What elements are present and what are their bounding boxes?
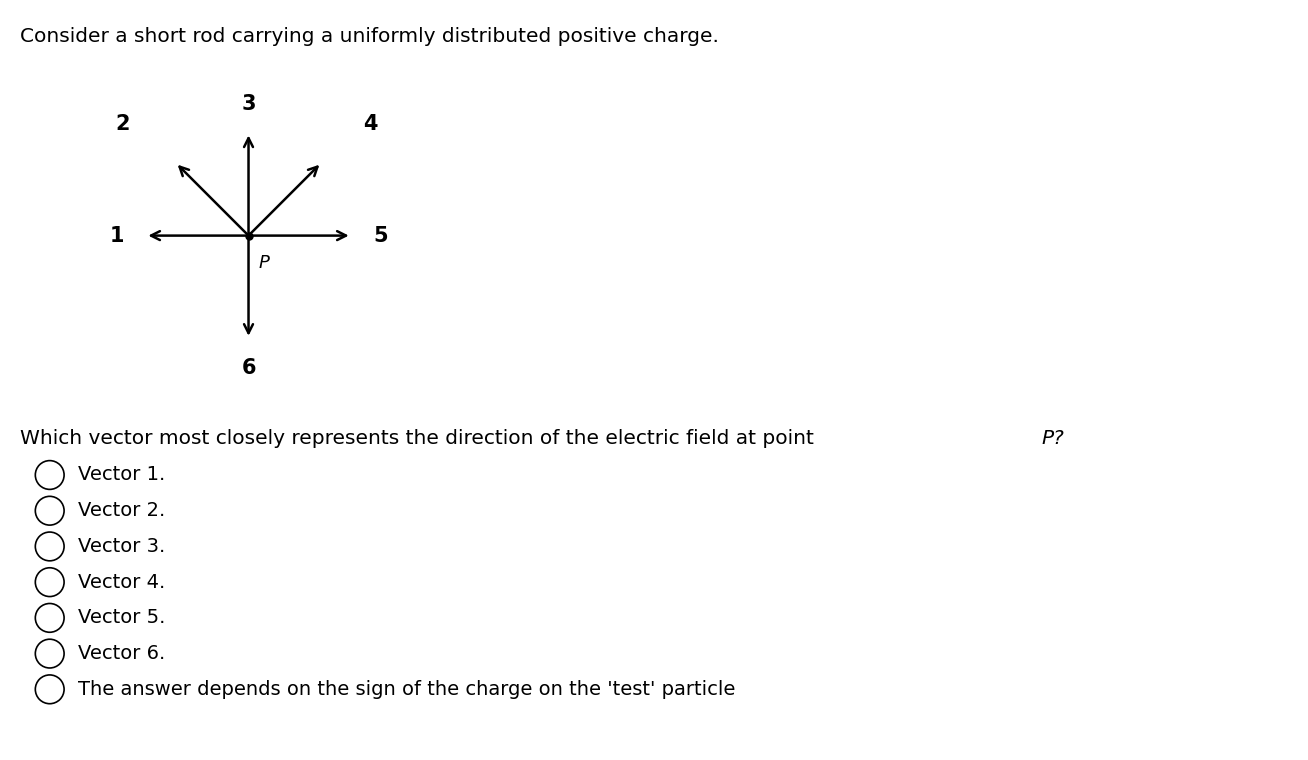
Text: Vector 5.: Vector 5. [78,608,166,628]
Text: Vector 4.: Vector 4. [78,573,166,591]
Text: P: P [259,254,269,272]
Text: Which vector most closely represents the direction of the electric field at poin: Which vector most closely represents the… [20,429,820,448]
Text: P?: P? [1041,429,1063,448]
Text: Vector 1.: Vector 1. [78,465,166,485]
Text: 5: 5 [373,226,387,245]
Text: 1: 1 [110,226,124,245]
Text: Vector 2.: Vector 2. [78,502,166,520]
Text: 4: 4 [362,114,378,135]
Text: Vector 3.: Vector 3. [78,537,166,556]
Text: 3: 3 [241,93,256,114]
Text: The answer depends on the sign of the charge on the 'test' particle: The answer depends on the sign of the ch… [78,680,736,699]
Text: 2: 2 [115,114,129,135]
Text: Consider a short rod carrying a uniformly distributed positive charge.: Consider a short rod carrying a uniforml… [20,27,718,46]
Text: 6: 6 [241,357,256,378]
Text: Vector 6.: Vector 6. [78,644,166,663]
